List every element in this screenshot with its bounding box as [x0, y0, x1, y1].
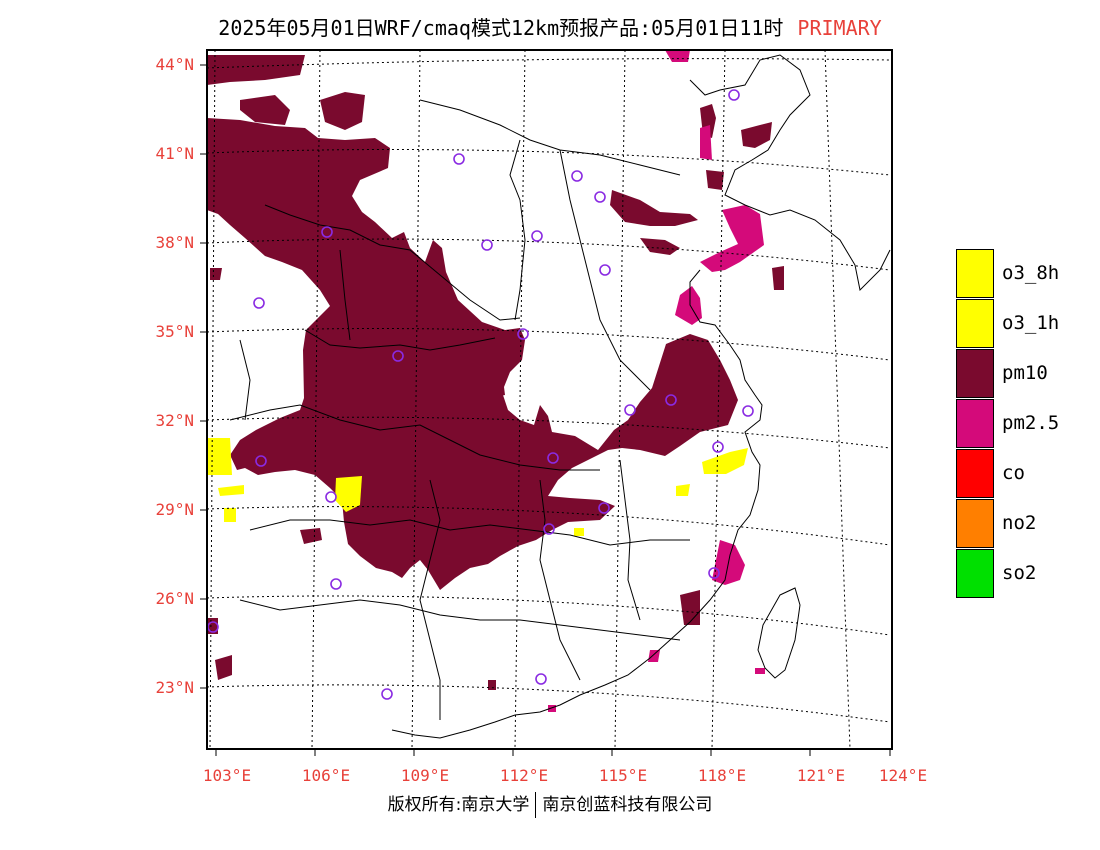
pm10-region — [207, 55, 784, 690]
legend-swatch — [956, 349, 994, 398]
station-marker — [453, 153, 465, 165]
legend-swatch — [956, 549, 994, 598]
title-tag: PRIMARY — [797, 16, 882, 40]
station-marker — [594, 191, 606, 203]
legend-label: pm2.5 — [1002, 412, 1060, 434]
lon-label: 124°E — [878, 766, 928, 785]
legend-swatch — [956, 499, 994, 548]
legend-swatch — [956, 399, 994, 448]
station-marker — [742, 405, 754, 417]
boundary-lines — [229, 54, 891, 739]
legend-item: no2 — [956, 499, 1086, 549]
legend-swatch — [956, 249, 994, 298]
station-marker — [708, 567, 720, 579]
station-marker — [535, 673, 547, 685]
lon-label: 109°E — [400, 766, 450, 785]
graticule — [207, 50, 891, 749]
legend-label: o3_8h — [1002, 262, 1060, 284]
lon-label: 115°E — [598, 766, 648, 785]
station-marker — [728, 89, 740, 101]
station-marker — [321, 226, 333, 238]
map-title: 2025年05月01日WRF/cmaq模式12km预报产品:05月01日11时 P… — [0, 12, 1100, 41]
lat-label: 32°N — [155, 411, 194, 430]
legend-label: pm10 — [1002, 362, 1048, 384]
station-marker — [481, 239, 493, 251]
station-marker — [255, 455, 267, 467]
lat-label: 38°N — [155, 233, 194, 252]
o3-region — [207, 438, 748, 536]
legend-item: co — [956, 449, 1086, 499]
legend-label: co — [1002, 462, 1025, 484]
station-marker — [392, 350, 404, 362]
legend-swatch — [956, 299, 994, 348]
copyright-left: 版权所有:南京大学 — [387, 795, 530, 815]
legend-item: pm2.5 — [956, 399, 1086, 449]
lat-label: 44°N — [155, 55, 194, 74]
title-main: 2025年05月01日WRF/cmaq模式12km预报产品:05月01日11时 — [218, 16, 784, 40]
legend-label: so2 — [1002, 562, 1037, 584]
station-marker — [624, 404, 636, 416]
legend-item: o3_8h — [956, 249, 1086, 299]
axis-ticks — [200, 64, 891, 756]
station-marker — [517, 328, 529, 340]
station-marker — [253, 297, 265, 309]
copyright-footer: 版权所有:南京大学 南京创蓝科技有限公司 — [0, 790, 1100, 818]
station-marker — [381, 688, 393, 700]
station-marker — [665, 394, 677, 406]
lon-label: 112°E — [499, 766, 549, 785]
copyright-right: 南京创蓝科技有限公司 — [542, 795, 713, 815]
lat-label: 26°N — [155, 589, 194, 608]
lat-label: 35°N — [155, 322, 194, 341]
station-marker — [599, 264, 611, 276]
map-frame — [206, 49, 893, 750]
legend-item: so2 — [956, 549, 1086, 599]
station-marker — [325, 491, 337, 503]
lat-label: 29°N — [155, 500, 194, 519]
lon-label: 121°E — [796, 766, 846, 785]
legend-swatch — [956, 449, 994, 498]
station-markers — [207, 89, 754, 700]
lon-label: 106°E — [301, 766, 351, 785]
footer-separator — [535, 792, 537, 818]
station-marker — [571, 170, 583, 182]
legend-item: o3_1h — [956, 299, 1086, 349]
lon-label: 118°E — [697, 766, 747, 785]
legend-item: pm10 — [956, 349, 1086, 399]
station-marker — [330, 578, 342, 590]
station-marker — [547, 452, 559, 464]
lat-label: 23°N — [155, 678, 194, 697]
station-marker — [712, 441, 724, 453]
lat-label: 41°N — [155, 144, 194, 163]
station-marker — [598, 502, 610, 514]
lon-label: 103°E — [202, 766, 252, 785]
station-marker — [543, 523, 555, 535]
legend-label: no2 — [1002, 512, 1037, 534]
station-marker — [531, 230, 543, 242]
legend-label: o3_1h — [1002, 312, 1060, 334]
